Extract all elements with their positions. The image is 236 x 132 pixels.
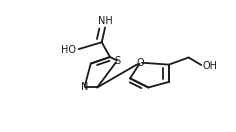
Text: NH: NH bbox=[98, 16, 113, 26]
Text: N: N bbox=[81, 82, 88, 93]
Text: HO: HO bbox=[61, 45, 76, 55]
Text: O: O bbox=[136, 58, 144, 68]
Text: S: S bbox=[114, 56, 120, 66]
Text: OH: OH bbox=[202, 61, 217, 71]
